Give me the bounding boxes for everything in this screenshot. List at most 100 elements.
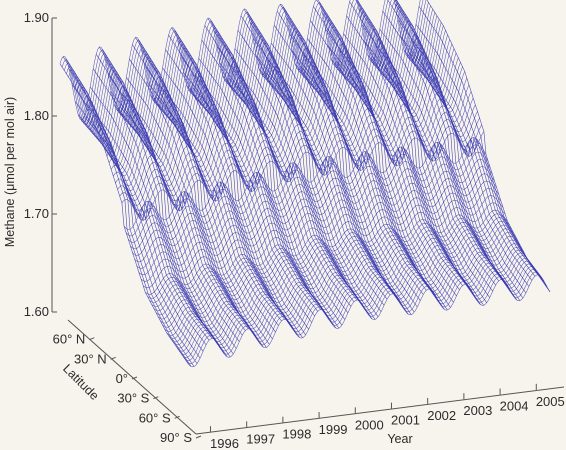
- surface-time-line: [400, 36, 530, 287]
- surface-time-line: [307, 38, 436, 296]
- z-tick-label: 1.90: [24, 10, 49, 25]
- latitude-tick-label: 30° S: [117, 391, 149, 406]
- surface-time-line: [246, 11, 376, 320]
- surface-time-line: [183, 72, 312, 323]
- surface-time-line: [174, 29, 303, 338]
- surface-time-line: [120, 106, 249, 329]
- surface-time-line: [418, 6, 548, 287]
- latitude-tick-mark: [153, 396, 159, 400]
- surface-time-line: [186, 85, 315, 317]
- surface-time-line: [295, 64, 424, 295]
- year-tick-label: 1998: [282, 427, 311, 442]
- year-tick-label: 2005: [536, 394, 565, 409]
- surface-time-line: [207, 18, 337, 329]
- tick-labels: 1.60 1.70 1.80 1.90 60° N 30° N 0° 30° S 60° S 90…: [24, 10, 565, 450]
- surface-time-line: [150, 95, 279, 326]
- surface-time-line: [144, 65, 273, 340]
- latitude-tick-mark: [174, 415, 180, 419]
- surface-time-line: [334, 65, 463, 286]
- surface-time-line: [319, 1, 448, 311]
- surface-time-line: [105, 59, 234, 355]
- surface-time-line: [162, 67, 291, 325]
- surface-time-line: [111, 91, 240, 342]
- z-tick-label: 1.70: [24, 206, 49, 221]
- surface-time-line: [396, 0, 521, 301]
- surface-time-line: [141, 49, 270, 345]
- surface-time-line: [255, 55, 385, 306]
- surface-time-line: [258, 68, 388, 300]
- surface-time-line: [171, 27, 300, 338]
- surface-time-line: [80, 119, 210, 341]
- surface-time-line: [316, 0, 445, 310]
- surface-time-line: [322, 12, 451, 308]
- surface-time-line: [156, 97, 285, 320]
- surface-time-line: [426, 0, 551, 293]
- surface-time-line: [356, 0, 484, 306]
- z-tick-label: 1.60: [24, 304, 49, 319]
- surface-time-line: [165, 49, 294, 330]
- surface-time-line: [349, 1, 478, 302]
- latitude-tick-label: 60° N: [53, 332, 86, 347]
- surface-time-line: [355, 0, 481, 305]
- surface-time-line: [370, 60, 499, 282]
- latitude-tick-label: 60° S: [139, 410, 171, 425]
- surface-time-line: [210, 20, 340, 329]
- surface-latitude-line: [177, 260, 540, 352]
- surface-time-line: [298, 70, 427, 291]
- surface-time-line: [358, 7, 487, 303]
- latitude-axis-label: Latitude: [60, 361, 101, 402]
- surface-time-line: [234, 48, 364, 306]
- surface-time-line: [286, 17, 415, 313]
- year-tick-label: 2003: [463, 403, 492, 418]
- surface-time-line: [331, 59, 460, 290]
- surface-time-line: [379, 28, 509, 286]
- surface-time-line: [346, 15, 475, 297]
- surface-time-line: [310, 20, 439, 301]
- surface-time-line: [273, 25, 403, 306]
- surface-time-line: [403, 49, 533, 281]
- surface-time-line: [195, 75, 325, 312]
- surface-time-line: [376, 45, 506, 282]
- surface-time-line: [219, 62, 349, 314]
- surface-time-line: [98, 46, 228, 357]
- surface-time-line: [237, 30, 367, 311]
- surface-time-line: [328, 45, 457, 297]
- latitude-tick-mark: [110, 356, 116, 360]
- year-tick-label: 2004: [500, 399, 529, 414]
- surface-latitude-line: [172, 255, 536, 346]
- surface-time-line: [147, 82, 276, 333]
- surface-time-line: [279, 4, 409, 315]
- surface-time-line: [228, 77, 358, 301]
- surface-latitude-line: [179, 263, 542, 355]
- latitude-axis-line: [67, 319, 197, 435]
- surface-time-line: [77, 114, 207, 345]
- surface-time-line: [415, 24, 545, 282]
- latitude-tick-label: 30° N: [74, 351, 107, 366]
- surface-latitude-line: [66, 0, 429, 128]
- chart-axes: [51, 18, 565, 435]
- surface-time-line: [135, 37, 264, 348]
- surface-time-line: [394, 0, 518, 301]
- latitude-tick-mark: [195, 435, 202, 439]
- surface-time-line: [222, 75, 352, 307]
- surface-time-line: [343, 33, 472, 291]
- surface-time-line: [138, 39, 267, 348]
- surface-time-line: [282, 6, 412, 315]
- year-tick-label: 2002: [427, 408, 456, 423]
- surface-time-line: [367, 54, 496, 286]
- latitude-tick-label: 90° S: [160, 430, 192, 445]
- surface-time-line: [409, 52, 539, 276]
- surface-time-line: [89, 86, 219, 344]
- surface-time-line: [101, 48, 231, 358]
- surface-time-line: [108, 74, 237, 349]
- surface-time-line: [412, 41, 542, 277]
- year-tick-label: 1996: [210, 436, 239, 450]
- surface-time-line: [394, 3, 524, 299]
- surface-time-line: [62, 56, 192, 367]
- surface-time-line: [117, 110, 246, 331]
- x-axis-label: Year: [387, 432, 412, 446]
- surface-time-line: [364, 41, 493, 292]
- surface-time-line: [264, 71, 394, 294]
- year-axis-line: [195, 386, 565, 435]
